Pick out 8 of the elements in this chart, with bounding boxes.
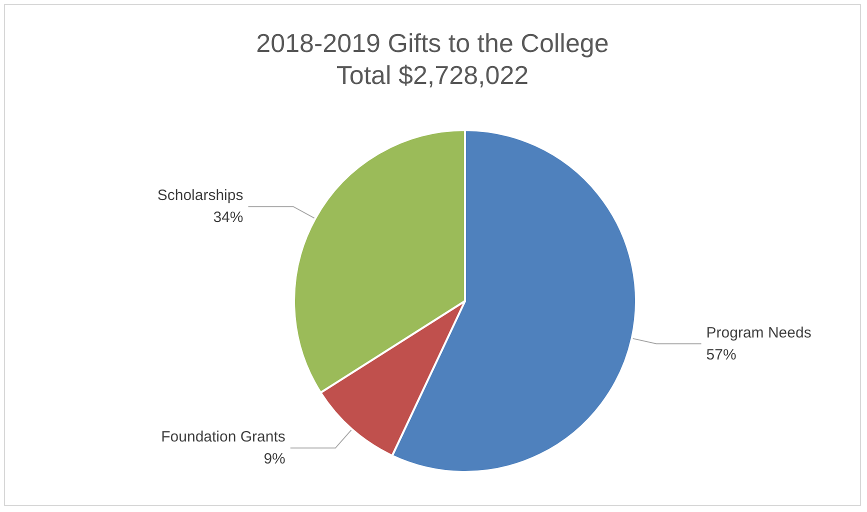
data-label: 34% [213, 209, 244, 226]
slice-label: Scholarships [157, 187, 244, 204]
slice-label: Program Needs [706, 324, 812, 342]
data-label: 9% [264, 450, 286, 468]
chart-subtitle: Total $2,728,022 [336, 60, 529, 90]
data-label: 57% [706, 346, 736, 364]
chart-title: 2018-2019 Gifts to the College [256, 28, 609, 58]
slice-label: Foundation Grants [161, 428, 286, 446]
